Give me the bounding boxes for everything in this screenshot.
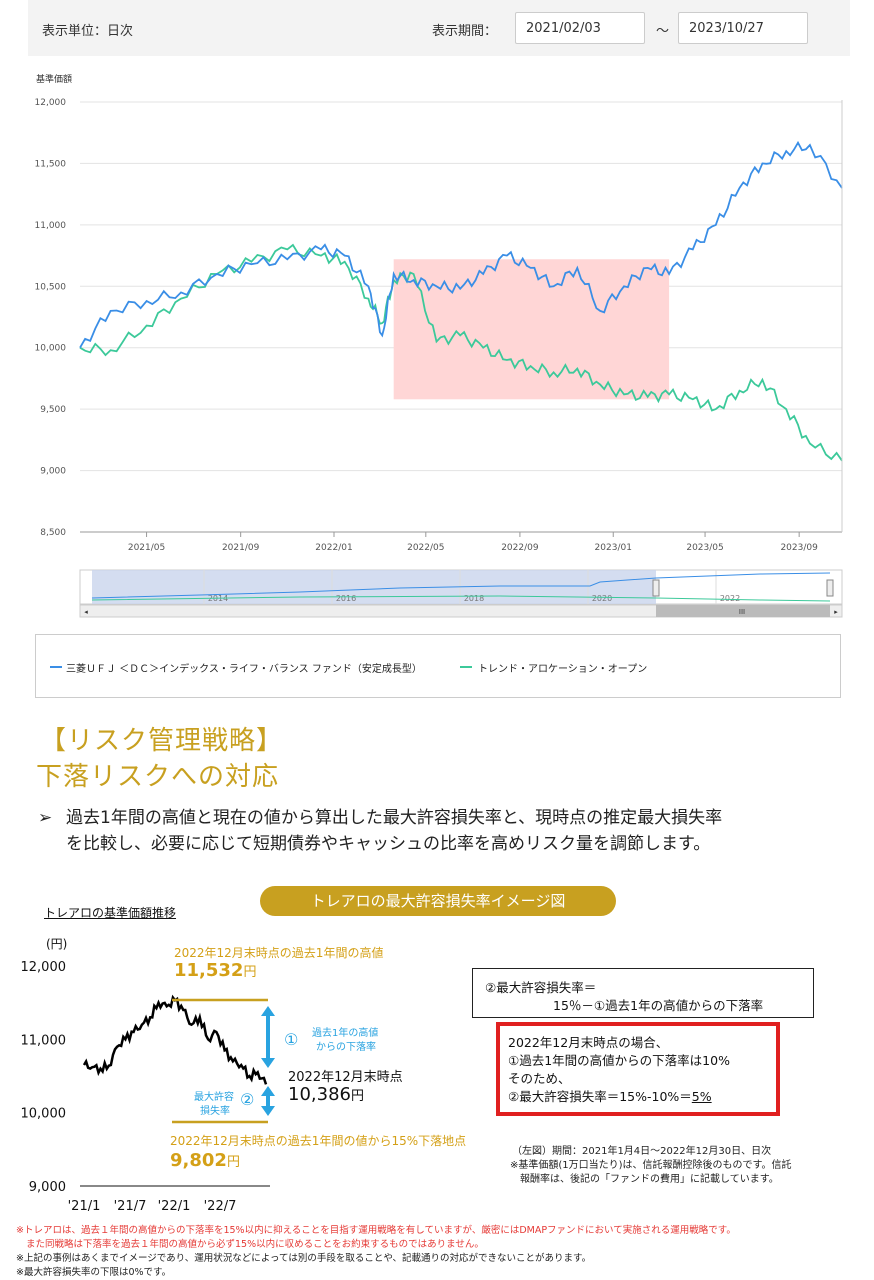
illustration-badge: トレアロの最大許容損失率イメージ図	[260, 886, 616, 916]
footnote-red-1: ※トレアロは、過去１年間の高値からの下落率を15%以内に抑えることを目指す運用戦…	[16, 1225, 736, 1236]
body-line-1: 過去1年間の高値と現在の値から算出した最大許容損失率と、現時点の推定最大損失率	[66, 808, 723, 828]
legend-item-1[interactable]: 三菱ＵＦＪ ＜ＤＣ＞インデックス・ライフ・バランス ファンド（安定成長型）	[66, 664, 422, 675]
y-tick-label: 10,000	[35, 344, 67, 354]
y-tick-label: 10,500	[35, 282, 67, 292]
mini-y-tick-label: 10,000	[21, 1107, 67, 1122]
x-tick-label: 2023/01	[595, 543, 632, 553]
navigator-year-label: 2022	[720, 594, 740, 603]
footnote-red-2: また同戦略は下落率を過去１年間の高値から必ず15%以内に収めることをお約束するも…	[26, 1239, 484, 1250]
mini-y-tick-label: 11,000	[21, 1033, 67, 1048]
case-line-4: ②最大許容損失率＝15%-10%＝5%	[508, 1086, 712, 1105]
navigator-handle-left[interactable]	[652, 579, 660, 597]
case-box: 2022年12月末時点の場合、 ①過去1年間の高値からの下落率は10% そのため…	[496, 1022, 780, 1116]
floor-value: 9,802	[170, 1150, 227, 1171]
x-tick-label: 2022/05	[407, 543, 444, 553]
bullet-icon: ➢	[38, 808, 53, 828]
y-axis-title: 基準価額	[36, 73, 72, 85]
drop-label-1: 過去1年の高値	[312, 1028, 379, 1039]
mini-y-unit: (円)	[46, 937, 67, 951]
series-line-mufg-dc	[79, 140, 843, 349]
y-tick-label: 8,500	[40, 528, 66, 538]
max-loss-arrow-icon	[261, 1086, 275, 1116]
case-line-2: ①過去1年間の高値からの下落率は10%	[508, 1053, 730, 1068]
formula-line-1: ②最大許容損失率＝	[485, 980, 597, 995]
floor-yen: 円	[226, 1155, 240, 1170]
scroll-left-arrow[interactable]: ◂	[84, 608, 88, 616]
max-loss-label-2: 損失率	[200, 1106, 230, 1117]
mini-x-tick-label: '21/7	[114, 1199, 147, 1214]
chart-legend: 三菱ＵＦＪ ＜ＤＣ＞インデックス・ライフ・バランス ファンド（安定成長型） トレ…	[35, 634, 841, 698]
floor-label: 2022年12月末時点の過去1年間の値から15%下落地点	[170, 1134, 467, 1148]
mini-x-tick-label: '22/1	[158, 1199, 191, 1214]
y-tick-label: 9,000	[40, 467, 66, 477]
case-line-1: 2022年12月末時点の場合、	[508, 1035, 669, 1050]
legend-swatch-green	[460, 666, 472, 668]
case-formula: ②最大許容損失率＝15%-10%＝	[508, 1089, 692, 1104]
current-label: 2022年12月末時点	[288, 1070, 403, 1085]
y-tick-label: 11,500	[35, 159, 67, 169]
section-heading-2: 下落リスクへの対応	[36, 762, 280, 792]
drop-number: ①	[284, 1030, 299, 1049]
x-tick-label: 2022/09	[501, 543, 539, 553]
scroll-right-arrow[interactable]: ▸	[834, 608, 838, 616]
drop-label-2: からの下落率	[316, 1042, 376, 1053]
body-line-2: を比較し、必要に応じて短期債券やキャッシュの比率を高めリスク量を調節します。	[66, 834, 711, 854]
series-line-trend-allocation	[79, 243, 843, 462]
navigator-scrollbar-thumb[interactable]	[656, 605, 830, 617]
navigator-series-blue	[91, 572, 831, 599]
navigator-year-label: 2018	[464, 594, 484, 603]
mini-x-tick-label: '22/7	[204, 1199, 237, 1214]
x-tick-label: 2022/01	[315, 543, 352, 553]
end-date-input[interactable]: 2023/10/27	[678, 12, 808, 44]
x-tick-label: 2021/05	[128, 543, 165, 553]
x-tick-label: 2023/05	[686, 543, 723, 553]
current-yen: 円	[350, 1089, 364, 1104]
formula-box: ②最大許容損失率＝ 15％－①過去1年の高値からの下落率	[472, 968, 814, 1018]
footnote-1: ※上記の事例はあくまでイメージであり、運用状況などによっては別の手段を取ることや…	[16, 1253, 592, 1264]
formula-line-2: 15％－①過去1年の高値からの下落率	[553, 998, 764, 1013]
mini-y-tick-label: 9,000	[29, 1180, 66, 1195]
legend-item-2[interactable]: トレンド・アロケーション・オープン	[478, 664, 648, 675]
navigator-scrollbar[interactable]	[79, 604, 843, 618]
y-tick-label: 12,000	[35, 98, 67, 108]
mini-x-tick-label: '21/1	[68, 1199, 101, 1214]
mini-chart: (円) 12,000 11,000 10,000 9,000'21/1 '21/7 '22…	[21, 937, 275, 1214]
case-result: 5%	[691, 1089, 712, 1104]
floor-value-wrap: 9,802円	[170, 1150, 240, 1171]
peak-yen: 円	[243, 965, 257, 980]
footnote-2: ※最大許容損失率の下限は0%です。	[16, 1267, 172, 1278]
display-controls: 表示単位：日次 表示期間： 2021/02/03 ～ 2023/10/27	[28, 0, 850, 56]
navigator-series-green	[91, 595, 831, 602]
scrollbar-grip: III	[739, 608, 745, 616]
y-tick-label: 11,000	[35, 221, 67, 231]
peak-value-wrap: 11,532円	[174, 960, 256, 981]
navigator-handle-right[interactable]	[826, 579, 834, 597]
current-value: 10,386	[288, 1084, 351, 1105]
max-loss-label-1: 最大許容	[194, 1092, 234, 1103]
start-date-input[interactable]: 2021/02/03	[515, 12, 645, 44]
max-loss-number: ②	[240, 1090, 255, 1109]
date-range-separator: ～	[656, 24, 670, 39]
navigator-year-label: 2016	[336, 594, 356, 603]
highlight-range	[393, 259, 670, 400]
peak-value: 11,532	[174, 960, 244, 981]
peak-label: 2022年12月末時点の過去1年間の高値	[174, 946, 384, 960]
y-tick-label: 9,500	[40, 405, 66, 415]
legend-swatch-blue	[50, 666, 62, 668]
mini-series-line	[82, 994, 268, 1085]
main-chart: 基準価額 12,000 11,500 11,000 10,500 10,000 9,500…	[35, 73, 843, 618]
illustration-subtitle: トレアロの基準価額推移	[44, 906, 177, 920]
note-nav: ※基準価額(1万口当たり)は、信託報酬控除後のものです。信託	[510, 1160, 792, 1171]
case-line-3: そのため、	[508, 1071, 571, 1086]
x-tick-label: 2023/09	[780, 543, 818, 553]
current-value-wrap: 10,386円	[288, 1084, 364, 1105]
x-tick-label: 2021/09	[222, 543, 260, 553]
section-heading-1: 【リスク管理戦略】	[40, 726, 284, 756]
mini-y-tick-label: 12,000	[21, 960, 67, 975]
unit-label: 表示単位：日次	[42, 24, 134, 39]
note-period: （左図）期間：2021年1月4日～2022年12月30日、日次	[512, 1146, 772, 1157]
period-label: 表示期間：	[432, 24, 498, 39]
navigator-year-label: 2020	[592, 594, 612, 603]
note-fee: 報酬率は、後記の「ファンドの費用」に記載しています。	[520, 1174, 779, 1185]
